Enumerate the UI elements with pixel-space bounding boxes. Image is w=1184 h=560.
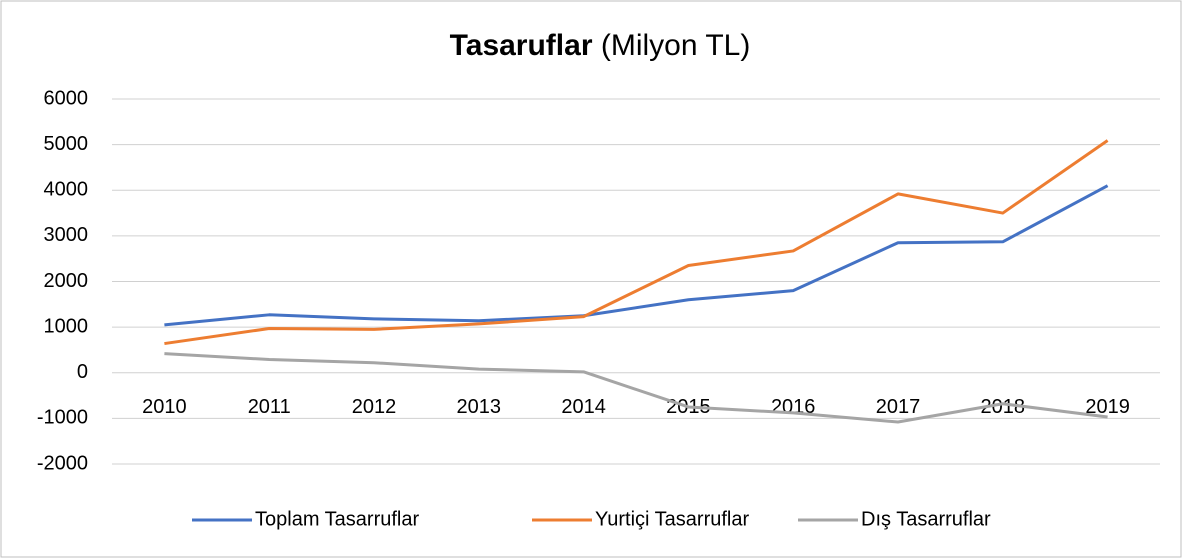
y-tick-label: 6000: [44, 87, 89, 109]
legend-label: Yurtiçi Tasarruflar: [595, 508, 749, 530]
series-line: [164, 139, 1109, 346]
x-tick-label: 2014: [561, 396, 606, 418]
series-line: [164, 184, 1109, 327]
y-tick-label: 1000: [44, 315, 89, 337]
y-tick-label: 3000: [44, 224, 89, 246]
y-tick-label: 5000: [44, 133, 89, 155]
y-tick-label: -1000: [37, 407, 88, 429]
legend-label: Dış Tasarruflar: [861, 508, 991, 530]
chart-title: Tasaruflar: [450, 29, 593, 62]
legend-label: Toplam Tasarruflar: [255, 508, 419, 530]
y-tick-label: 4000: [44, 179, 89, 201]
x-tick-label: 2011: [248, 396, 291, 418]
x-tick-label: 2018: [981, 396, 1026, 418]
x-tick-label: 2017: [876, 396, 921, 418]
x-tick-label: 2010: [142, 396, 187, 418]
chart-subtitle: (Milyon TL): [601, 29, 750, 62]
y-tick-label: -2000: [37, 452, 88, 474]
x-tick-label: 2013: [457, 396, 502, 418]
series-line: [164, 352, 1108, 424]
y-tick-label: 2000: [44, 270, 89, 292]
y-tick-label: 0: [77, 361, 88, 383]
x-tick-label: 2019: [1085, 396, 1130, 418]
x-tick-label: 2012: [352, 396, 397, 418]
chart-title-group: Tasaruflar (Milyon TL): [450, 29, 751, 62]
